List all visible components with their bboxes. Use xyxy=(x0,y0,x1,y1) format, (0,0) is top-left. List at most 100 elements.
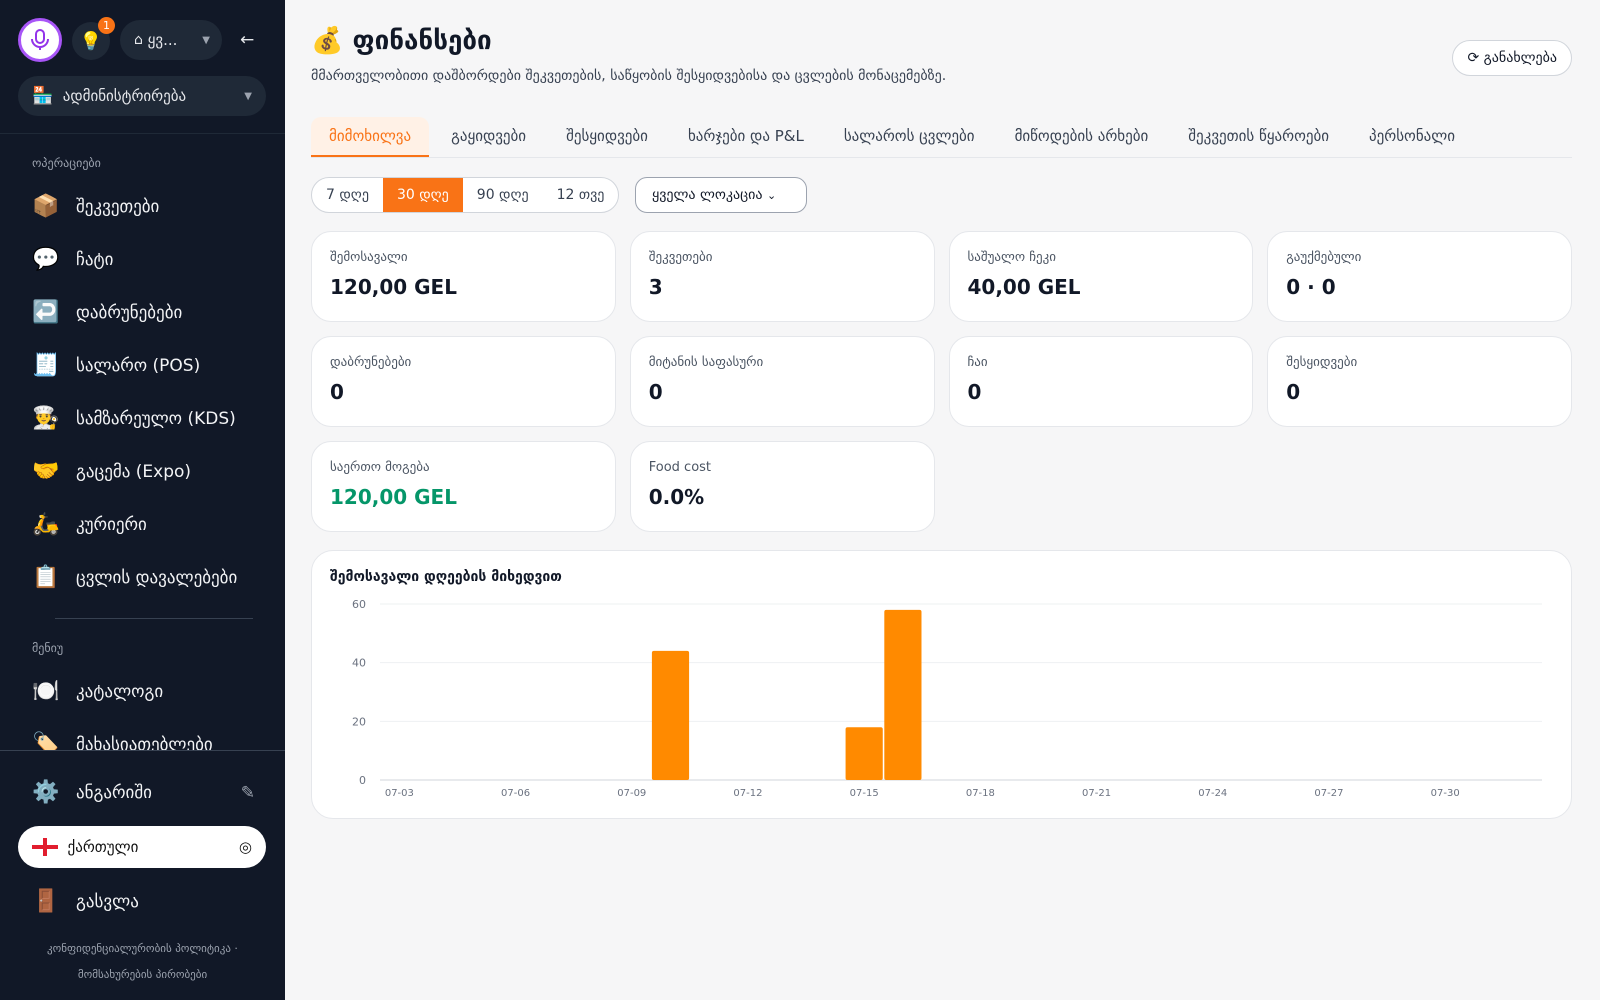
collapse-button[interactable]: ← xyxy=(240,30,255,50)
label: ანგარიში xyxy=(76,782,152,803)
language: ქართული xyxy=(67,838,139,856)
nav-item[interactable]: 🛵 კურიერი xyxy=(0,498,285,551)
kpi-card: შემოსავალი 120,00 GEL xyxy=(311,231,616,322)
label: ჩატი xyxy=(76,249,114,270)
period-option[interactable]: 30 დღე xyxy=(382,178,463,212)
kpi-value: 0 xyxy=(1286,380,1301,404)
store-name: ყვ... xyxy=(147,31,178,49)
tabs: მიმოხილვა გაყიდვები შესყიდვები ხარჯები და P… xyxy=(311,117,1572,158)
nav: ოპერაციები 📦 შეკვეთები 💬 ჩატი ↩️ დაბრუნებები 🧾 ს… xyxy=(0,134,285,750)
icon: 🛵 xyxy=(32,512,60,537)
main: 💰 ფინანსები მმართველობითი დაშბორდები შეკ… xyxy=(285,0,1600,1000)
tab[interactable]: ხარჯები და P&L xyxy=(687,127,804,145)
label: კატალოგი xyxy=(76,681,164,702)
label: ცვლის დავალებები xyxy=(76,567,238,588)
kpi-grid: შემოსავალი 120,00 GEL შეკვეთები 3 საშუალო ჩე… xyxy=(311,231,1572,532)
x-tick-label: 07-06 xyxy=(501,788,530,799)
nav-item[interactable]: 🧾 სალარო (POS) xyxy=(0,339,285,392)
period-option[interactable]: 12 თვე xyxy=(556,187,605,203)
x-tick-label: 07-24 xyxy=(1198,788,1227,799)
label: შეკვეთები xyxy=(76,196,160,217)
chart-card: შემოსავალი დღეების მიხედვით 0 20 40 60 07-03… xyxy=(311,550,1572,819)
bar xyxy=(651,650,690,780)
kpi-value: 0 xyxy=(648,380,663,404)
tab[interactable]: გაყიდვები xyxy=(451,127,527,145)
mic-icon xyxy=(31,29,49,50)
chart-title: შემოსავალი დღეების მიხედვით xyxy=(330,569,562,585)
period-option[interactable]: 7 დღე xyxy=(326,187,369,203)
kpi-card: გაუქმებული 0 · 0 xyxy=(1267,231,1572,322)
kpi-label: საშუალო ჩეკი xyxy=(967,250,1056,265)
label: კურიერი xyxy=(76,514,147,535)
tab[interactable]: მიწოდების არხები xyxy=(1014,127,1149,145)
role-name: ადმინისტრირება xyxy=(62,87,187,105)
label: სამზარეულო (KDS) xyxy=(76,408,236,429)
tab[interactable]: სალაროს ცვლები xyxy=(843,127,975,145)
kpi-value: 0 · 0 xyxy=(1286,275,1336,299)
section-title: მენიუ xyxy=(32,641,64,655)
divider xyxy=(0,133,285,134)
nav-item[interactable]: 📦 შეკვეთები xyxy=(0,180,285,233)
nav-item[interactable]: 🍽️ კატალოგი xyxy=(0,665,285,718)
sidebar: 💡 1 ⌂ ყვ... ▼ ← 🏪 ადმინისტრირება ▼ ოპერაცი… xyxy=(0,0,285,1000)
kpi-card: შეკვეთები 3 xyxy=(629,231,935,322)
location: ყველა ლოკაცია xyxy=(652,187,763,203)
label: დაბრუნებები xyxy=(76,302,183,323)
tab[interactable]: მიმოხილვა xyxy=(311,117,430,157)
kpi-value: 40,00 GEL xyxy=(967,275,1081,299)
icon: 💬 xyxy=(32,247,60,272)
subtitle: მმართველობითი დაშბორდები შეკვეთების, საწ… xyxy=(311,68,947,84)
x-tick-label: 07-30 xyxy=(1431,788,1460,799)
nav-item[interactable]: 💬 ჩატი xyxy=(0,233,285,286)
x-tick-label: 07-27 xyxy=(1314,788,1343,799)
kpi-card: საშუალო ჩეკი 40,00 GEL xyxy=(948,231,1254,322)
store-select[interactable]: ⌂ ყვ... ▼ xyxy=(120,20,222,60)
kpi-label: გაუქმებული xyxy=(1286,250,1362,265)
language-select[interactable]: ქართული ◎ xyxy=(18,826,266,868)
kpi-value: 3 xyxy=(648,275,663,299)
label: სალარო (POS) xyxy=(76,355,201,376)
terms-link[interactable]: მომსახურების პირობები xyxy=(77,968,208,981)
page-title: 💰 ფინანსები xyxy=(311,26,492,56)
nav-item[interactable]: 📋 ცვლის დავალებები xyxy=(0,551,285,604)
nav-item[interactable]: ↩️ დაბრუნებები xyxy=(0,286,285,339)
account-link[interactable]: ⚙️ ანგარიში ✎ xyxy=(32,780,255,805)
tab[interactable]: პერსონალი xyxy=(1369,127,1456,145)
divider xyxy=(0,750,285,751)
nav-item[interactable]: 👨‍🍳 სამზარეულო (KDS) xyxy=(0,392,285,445)
kpi-label: Food cost xyxy=(648,460,712,475)
location-select[interactable]: ყველა ლოკაცია ⌄ xyxy=(635,177,807,213)
x-tick-label: 07-12 xyxy=(733,788,762,799)
kpi-value: 120,00 GEL xyxy=(330,485,457,509)
kpi-label: მიტანის საფასური xyxy=(648,355,764,370)
title: ფინანსები xyxy=(352,26,492,56)
hint-icon: 💡 xyxy=(79,30,103,52)
icon: ⚙️ xyxy=(32,780,60,805)
role-select[interactable]: 🏪 ადმინისტრირება ▼ xyxy=(18,76,266,116)
y-tick-label: 20 xyxy=(352,715,366,728)
privacy-link[interactable]: კონფიდენციალურობის პოლიტიკა xyxy=(47,942,231,955)
y-tick-label: 60 xyxy=(352,598,366,611)
icon: 🚪 xyxy=(32,889,60,914)
label: გაცემა (Expo) xyxy=(76,461,192,482)
tab[interactable]: შეკვეთის წყაროები xyxy=(1188,127,1330,145)
kpi-card: მიტანის საფასური 0 xyxy=(629,336,935,427)
mic-button[interactable] xyxy=(18,18,62,62)
refresh-button[interactable]: ⟳ განახლება xyxy=(1452,40,1572,76)
label: მახასიათებლები xyxy=(76,734,213,751)
kpi-card: საერთო მოგება 120,00 GEL xyxy=(311,441,616,532)
nav-item[interactable]: 🤝 გაცემა (Expo) xyxy=(0,445,285,498)
tab[interactable]: შესყიდვები xyxy=(566,127,648,145)
kpi-value: 0 xyxy=(967,380,982,404)
period-selector: 7 დღე 30 დღე 90 დღე 12 თვე xyxy=(311,177,620,213)
nav-item[interactable]: 🏷️ მახასიათებლები xyxy=(0,718,285,750)
logout-link[interactable]: 🚪 გასვლა xyxy=(0,875,285,928)
kpi-label: დაბრუნებები xyxy=(330,355,412,370)
y-tick-label: 40 xyxy=(352,657,366,670)
kpi-card: დაბრუნებები 0 xyxy=(311,336,616,427)
period-option[interactable]: 90 დღე xyxy=(476,187,529,203)
kpi-value: 0 xyxy=(330,380,344,404)
x-tick-label: 07-09 xyxy=(617,788,646,799)
footer: კონფიდენციალურობის პოლიტიკა · მომსახურებ… xyxy=(47,942,238,981)
